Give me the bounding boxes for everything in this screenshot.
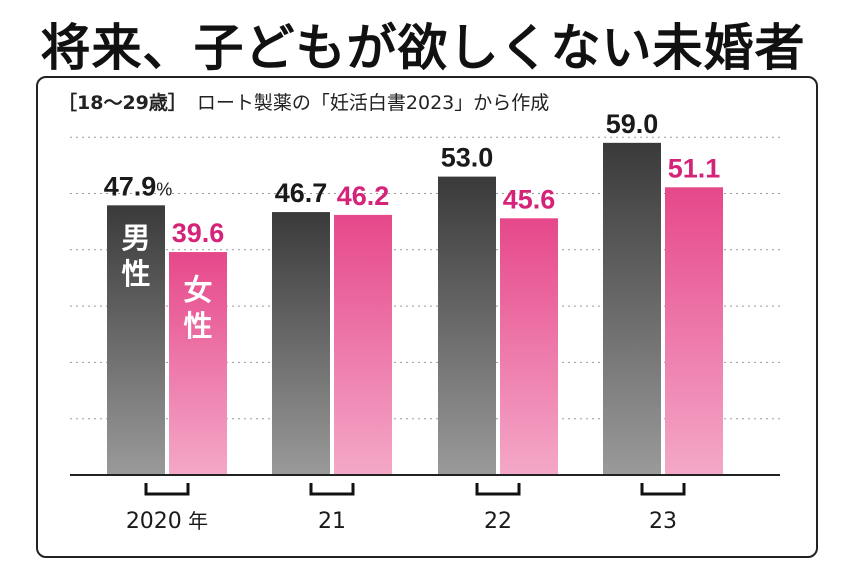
- x-tick-label: 21: [318, 509, 346, 534]
- data-label-male: 46.7: [275, 178, 328, 208]
- bar-female: [665, 187, 723, 475]
- x-tick-bracket: [309, 483, 355, 496]
- x-tick-label: 22: [484, 509, 512, 534]
- chart-subtitle: ［18〜29歳］ ロート製薬の「妊活白書2023」から作成: [58, 88, 549, 115]
- x-tick-label: 2020 年: [126, 509, 208, 534]
- data-label-female: 46.2: [337, 181, 390, 211]
- data-label-female: 45.6: [503, 184, 556, 214]
- data-label-male: 47.9%: [104, 171, 173, 201]
- data-label-male: 59.0: [606, 109, 659, 139]
- bar-male: [272, 212, 330, 476]
- x-tick-bracket: [640, 483, 686, 496]
- data-label-male: 53.0: [441, 143, 494, 173]
- legend-female-label: 性: [183, 309, 212, 343]
- legend-male-label: 男: [121, 221, 150, 255]
- bar-male: [603, 142, 661, 475]
- data-label-female: 51.1: [668, 153, 721, 183]
- chart-title: 将来、子どもが欲しくない未婚者: [40, 19, 806, 77]
- bar-male: [107, 205, 165, 475]
- x-tick-bracket: [475, 483, 521, 496]
- legend-male-label: 性: [121, 257, 150, 291]
- bar-female: [500, 218, 558, 475]
- bar-male: [438, 176, 496, 476]
- bar-female: [334, 214, 392, 476]
- x-tick-label: 23: [649, 509, 677, 534]
- legend-female-label: 女: [183, 273, 212, 307]
- x-tick-bracket: [144, 483, 190, 496]
- age-range-label: ［18〜29歳］: [58, 92, 187, 114]
- bar-female: [169, 252, 227, 475]
- data-label-female: 39.6: [172, 218, 225, 248]
- source-label: ロート製薬の「妊活白書2023」から作成: [196, 92, 550, 114]
